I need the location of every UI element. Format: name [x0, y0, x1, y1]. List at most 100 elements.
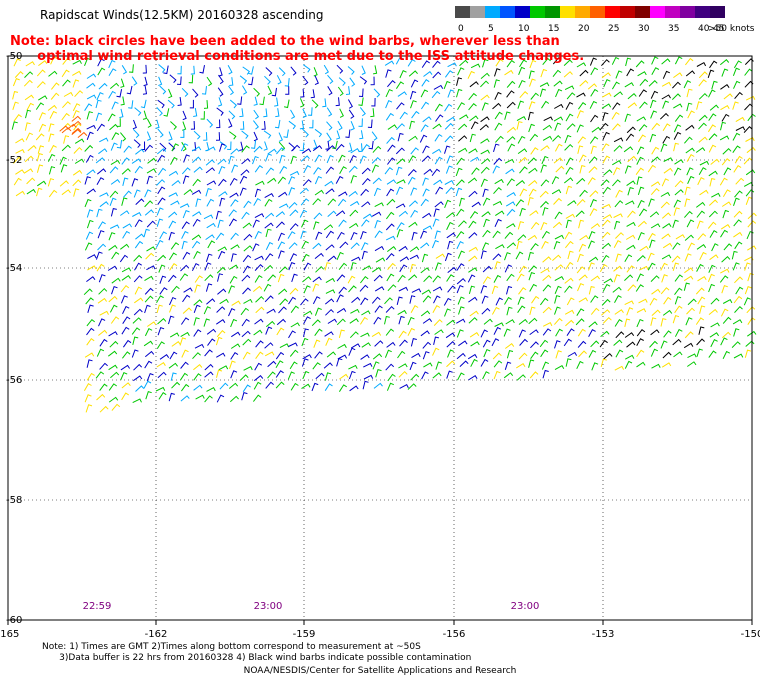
wind-barb	[190, 65, 195, 75]
wind-barb	[684, 136, 693, 144]
wind-barb	[399, 70, 407, 79]
wind-barb	[120, 364, 131, 371]
wind-barb	[626, 307, 634, 316]
wind-barb	[230, 370, 238, 379]
legend-label: 15	[548, 24, 559, 34]
wind-barb	[241, 391, 248, 401]
wind-barb	[637, 186, 645, 196]
legend-swatch	[665, 6, 680, 18]
wind-barb	[135, 233, 145, 240]
wind-barb	[577, 340, 587, 348]
wind-barb	[421, 253, 429, 263]
wind-barb	[663, 167, 673, 174]
wind-barb	[385, 88, 393, 98]
wind-barb	[303, 262, 312, 271]
wind-barb	[709, 254, 719, 261]
wind-barb	[121, 275, 131, 281]
wind-barb	[193, 373, 202, 381]
wind-barb	[231, 331, 241, 338]
wind-barb	[733, 210, 743, 218]
wind-barb	[290, 322, 300, 328]
wind-barb	[243, 233, 253, 241]
wind-barb	[248, 66, 254, 75]
wind-barb	[26, 102, 35, 111]
wind-barb	[323, 362, 333, 369]
wind-barb	[230, 318, 238, 328]
wind-barb	[204, 363, 214, 371]
lat-label: -58	[6, 495, 22, 506]
wind-barb	[662, 70, 670, 79]
wind-barb	[207, 240, 216, 249]
wind-barb	[181, 221, 190, 229]
wind-barb	[350, 175, 357, 184]
wind-barb	[109, 190, 119, 198]
wind-barb	[73, 188, 80, 197]
wind-barb	[218, 365, 229, 371]
wind-barb	[636, 116, 647, 122]
wind-barb	[131, 327, 141, 335]
wind-barb	[180, 264, 190, 272]
wind-barb	[120, 78, 125, 88]
wind-barb	[311, 382, 319, 392]
wind-barb	[254, 213, 265, 219]
wind-barb	[359, 130, 364, 140]
wind-barb	[722, 350, 731, 360]
wind-barb	[555, 350, 562, 359]
wind-barb	[601, 72, 611, 79]
wind-barb	[423, 362, 433, 368]
wind-barb	[314, 307, 322, 316]
wind-barb	[458, 123, 468, 131]
legend-label: 30	[638, 24, 650, 34]
wind-barb	[205, 167, 215, 174]
wind-barb	[312, 198, 322, 206]
wind-barb	[627, 210, 636, 218]
wind-barb	[635, 167, 644, 175]
wind-barb	[169, 74, 177, 84]
wind-barb	[301, 383, 311, 390]
wind-barb	[650, 317, 657, 326]
wind-barb	[144, 328, 153, 337]
wind-barb	[180, 383, 190, 392]
wind-barb	[528, 317, 538, 325]
wind-barb	[312, 362, 321, 370]
wind-barb	[636, 273, 644, 282]
wind-barb	[540, 200, 549, 208]
wind-barb	[431, 168, 441, 176]
wind-barb	[590, 295, 599, 303]
wind-barb	[684, 198, 691, 207]
wind-barb	[647, 252, 655, 261]
wind-barb	[195, 198, 202, 207]
wind-barb	[109, 340, 119, 348]
wind-barb	[408, 135, 418, 142]
wind-barb	[470, 63, 481, 69]
wind-barb	[324, 262, 331, 271]
wind-barb	[71, 128, 82, 135]
wind-barb	[469, 115, 479, 122]
wind-barb	[708, 133, 718, 141]
wind-barb	[361, 144, 370, 152]
wind-barb	[15, 138, 25, 144]
wind-barb	[696, 338, 705, 346]
wind-barb	[74, 138, 85, 144]
wind-barb	[553, 240, 561, 250]
wind-barb	[97, 58, 105, 67]
wind-barb	[179, 203, 190, 208]
wind-barb	[674, 296, 682, 305]
wind-barb	[176, 76, 182, 86]
wind-barb	[323, 224, 334, 231]
wind-barb	[252, 155, 259, 165]
wind-barb	[720, 84, 730, 90]
wind-barb	[660, 287, 670, 295]
wind-barb	[600, 330, 610, 337]
wind-barb	[263, 130, 272, 139]
footer-note-line1: Note: 1) Times are GMT 2)Times along bot…	[42, 642, 421, 652]
wind-barb	[267, 274, 277, 282]
wind-barb	[396, 123, 405, 130]
wind-barb	[72, 110, 80, 119]
wind-barb	[203, 100, 209, 109]
wind-barb	[147, 321, 157, 327]
wind-barb	[576, 177, 586, 185]
wind-barb	[663, 296, 672, 305]
wind-barb	[708, 210, 718, 218]
wind-barb	[278, 250, 285, 259]
